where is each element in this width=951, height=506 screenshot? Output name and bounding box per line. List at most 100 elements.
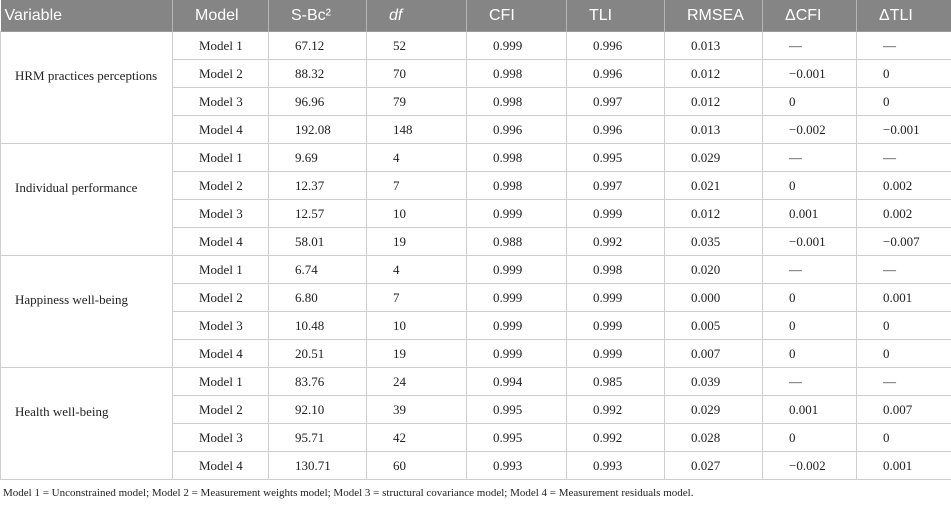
table-cell: 92.10 <box>268 395 367 424</box>
table-row: HRM practices perceptions Model 1 67.12 52 0… <box>0 31 951 144</box>
table-cell: 0.998 <box>466 59 567 88</box>
table-cell: 19 <box>366 339 467 368</box>
table-note: Model 1 = Unconstrained model; Model 2 =… <box>3 487 694 499</box>
table-cell: 0.996 <box>466 115 567 144</box>
table-cell: 95.71 <box>268 423 367 452</box>
table-cell: 0.997 <box>566 87 665 116</box>
table-cell: 88.32 <box>268 59 367 88</box>
table-cell: 0.001 <box>762 199 857 228</box>
table-cell: −0.001 <box>762 227 857 256</box>
table-cell: Model 2 <box>172 395 269 424</box>
table-cell: Model 1 <box>172 255 269 284</box>
table-cell: 24 <box>366 367 467 396</box>
table-cell: 130.71 <box>268 451 367 480</box>
header-row: Variable Model S-Bc² df CFI TLI RMSEA ΔCFI ΔTLI <box>0 0 951 32</box>
table-cell: 0.000 <box>664 283 763 312</box>
table-cell: 0.998 <box>466 87 567 116</box>
table-cell: 10 <box>366 311 467 340</box>
table-cell: 192.08 <box>268 115 367 144</box>
table-cell: Model 2 <box>172 59 269 88</box>
table-cell: 0.999 <box>566 199 665 228</box>
table-cell: 0.993 <box>566 451 665 480</box>
table-cell: 0 <box>762 423 857 452</box>
column-header: S-Bc² <box>268 0 367 32</box>
table-cell: 0 <box>856 423 951 452</box>
table-cell: −0.001 <box>762 59 857 88</box>
column-header: ΔTLI <box>856 0 951 32</box>
table-cell: 0 <box>762 87 857 116</box>
table-cell: 0.995 <box>466 423 567 452</box>
table-cell: 0.996 <box>566 31 665 60</box>
table-cell: — <box>762 31 857 60</box>
table-cell: 52 <box>366 31 467 60</box>
table-cell: Model 3 <box>172 87 269 116</box>
table-cell: 0.999 <box>466 199 567 228</box>
table-cell: 0.998 <box>566 255 665 284</box>
table-cell: 79 <box>366 87 467 116</box>
table-cell: 0.999 <box>566 339 665 368</box>
column-header: df <box>366 0 467 32</box>
table-cell: 0.988 <box>466 227 567 256</box>
table-cell: 19 <box>366 227 467 256</box>
table-cell: 0.007 <box>856 395 951 424</box>
table-cell: — <box>856 255 951 284</box>
table-cell: 0.020 <box>664 255 763 284</box>
table-cell: 0.001 <box>856 283 951 312</box>
table-cell: 0.002 <box>856 171 951 200</box>
table-row: Model 4 58.01 19 0.988 0.992 0.035 −0.001 −0.00… <box>1 227 951 256</box>
table-cell: — <box>856 367 951 396</box>
table-cell: 96.96 <box>268 87 367 116</box>
table-row: Model 2 92.10 39 0.995 0.992 0.029 0.001 0.007 <box>1 395 951 424</box>
table-cell: 0 <box>762 171 857 200</box>
table-row: Health well-being Model 1 83.76 24 0.994 0.98… <box>0 367 951 480</box>
table-row: Model 4 192.08 148 0.996 0.996 0.013 −0.002 −0.… <box>1 115 951 144</box>
table-cell: 0.999 <box>466 339 567 368</box>
table-cell: Model 3 <box>172 199 269 228</box>
table-cell: 83.76 <box>268 367 367 396</box>
table-cell: 0 <box>856 59 951 88</box>
table-cell: Model 4 <box>172 451 269 480</box>
table-row: Model 2 88.32 70 0.998 0.996 0.012 −0.001 0 <box>1 59 951 88</box>
table-cell: 0.995 <box>466 395 567 424</box>
table-cell: 0.998 <box>466 171 567 200</box>
table-cell: 7 <box>366 171 467 200</box>
column-header: RMSEA <box>664 0 763 32</box>
table-cell: 0.029 <box>664 395 763 424</box>
table-cell: 0.999 <box>466 311 567 340</box>
table-cell: Model 4 <box>172 227 269 256</box>
table-cell: Model 4 <box>172 115 269 144</box>
table-cell: 10.48 <box>268 311 367 340</box>
table-cell: 0.992 <box>566 423 665 452</box>
table-cell: 0 <box>762 339 857 368</box>
column-header: Variable <box>0 0 173 32</box>
table-cell: 0 <box>762 311 857 340</box>
table-cell: 0 <box>762 283 857 312</box>
column-header: ΔCFI <box>762 0 857 32</box>
column-header: Model <box>172 0 269 32</box>
table-cell: 12.57 <box>268 199 367 228</box>
table-row: Model 4 130.71 60 0.993 0.993 0.027 −0.002 0.00… <box>1 451 951 480</box>
table-cell: Model 4 <box>172 339 269 368</box>
table-row: Individual performance Model 1 9.69 4 0.998 0… <box>0 143 951 256</box>
table-cell: 0.005 <box>664 311 763 340</box>
table-cell: 148 <box>366 115 467 144</box>
table-cell: 0.013 <box>664 31 763 60</box>
table-cell: 12.37 <box>268 171 367 200</box>
table-cell: 20.51 <box>268 339 367 368</box>
table-cell: 0.039 <box>664 367 763 396</box>
table-cell: 0.999 <box>466 255 567 284</box>
table-cell: Model 1 <box>172 31 269 60</box>
table-cell: Model 2 <box>172 171 269 200</box>
variable-cell: Health well-being <box>0 367 173 480</box>
table-cell: 0.027 <box>664 451 763 480</box>
table-row: Happiness well-being Model 1 6.74 4 0.999 0.9… <box>0 255 951 368</box>
variable-cell: Individual performance <box>0 143 173 256</box>
table-cell: 0.035 <box>664 227 763 256</box>
variable-cell: Happiness well-being <box>0 255 173 368</box>
table-cell: 0.012 <box>664 87 763 116</box>
table-cell: 7 <box>366 283 467 312</box>
table-cell: 0.994 <box>466 367 567 396</box>
table-cell: 0.029 <box>664 143 763 172</box>
table-cell: 0 <box>856 87 951 116</box>
